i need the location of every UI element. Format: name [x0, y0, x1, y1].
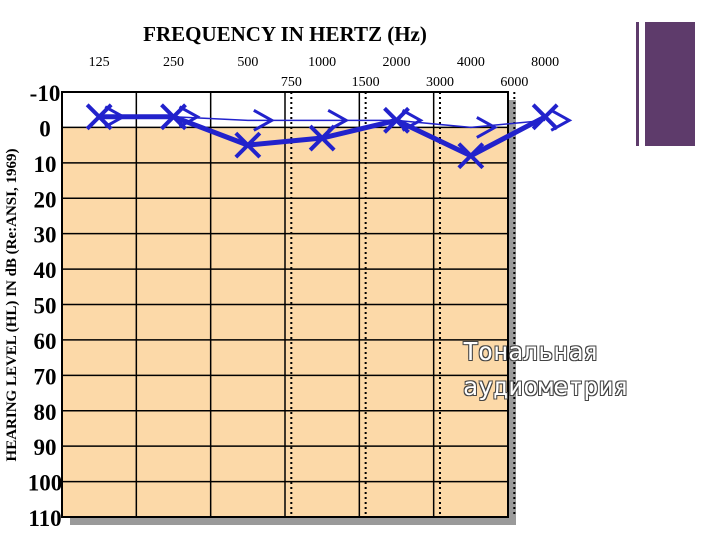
y-tick-label: 0	[39, 116, 51, 141]
y-tick-label: 80	[34, 400, 57, 425]
y-tick-label: 100	[28, 471, 63, 496]
series-arrow-line	[99, 116, 546, 129]
y-tick-label: 110	[28, 506, 61, 531]
x-tick-label: 8000	[531, 55, 559, 70]
data-point-arrow	[253, 109, 275, 132]
slide-caption: Тональная аудиометрия	[463, 334, 713, 404]
y-tick-label: 70	[34, 364, 57, 389]
y-tick-label: 50	[34, 294, 57, 319]
caption-line-1: Тональная	[463, 337, 599, 366]
y-tick-label: 10	[34, 152, 57, 177]
data-point-arrow	[476, 116, 498, 139]
accent-bar-thin	[636, 22, 639, 146]
accent-bar-wide	[645, 22, 695, 146]
x-tick-label: 250	[163, 55, 184, 70]
y-tick-label: -10	[30, 81, 61, 106]
data-point-x	[234, 131, 262, 159]
x-tick-label: 500	[237, 55, 258, 70]
data-point-x	[457, 142, 485, 170]
x-tick-label: 2000	[383, 55, 411, 70]
caption-line-2: аудиометрия	[463, 372, 629, 401]
data-point-arrow	[327, 109, 350, 132]
x-tick-label: 1000	[308, 55, 336, 70]
y-tick-label: 30	[34, 223, 57, 248]
x-tick-label-inter: 3000	[426, 75, 454, 90]
x-tick-label-inter: 6000	[500, 75, 528, 90]
x-tick-label: 4000	[457, 55, 485, 70]
y-axis-label: HEARING LEVEL (HL) IN dB (Re:ANSI, 1969)	[4, 149, 20, 462]
x-tick-label-inter: 750	[281, 75, 302, 90]
data-point-x	[531, 103, 559, 131]
y-tick-label: 60	[34, 329, 57, 354]
data-point-arrow	[104, 105, 127, 129]
data-point-arrow	[178, 105, 201, 129]
plot-frame	[61, 91, 509, 518]
y-tick-label: 20	[34, 187, 57, 212]
y-tick-label: 40	[34, 258, 57, 283]
plot-layer: FREQUENCY IN HERTZ (Hz)125 250 500 1000 2000…	[4, 22, 573, 531]
data-point-arrow	[401, 109, 424, 132]
x-tick-label-inter: 1500	[352, 75, 380, 90]
chart-title: FREQUENCY IN HERTZ (Hz)	[143, 22, 427, 46]
y-tick-label: 90	[34, 435, 57, 460]
x-tick-label: 125	[89, 55, 110, 70]
data-point-arrow	[550, 109, 573, 132]
